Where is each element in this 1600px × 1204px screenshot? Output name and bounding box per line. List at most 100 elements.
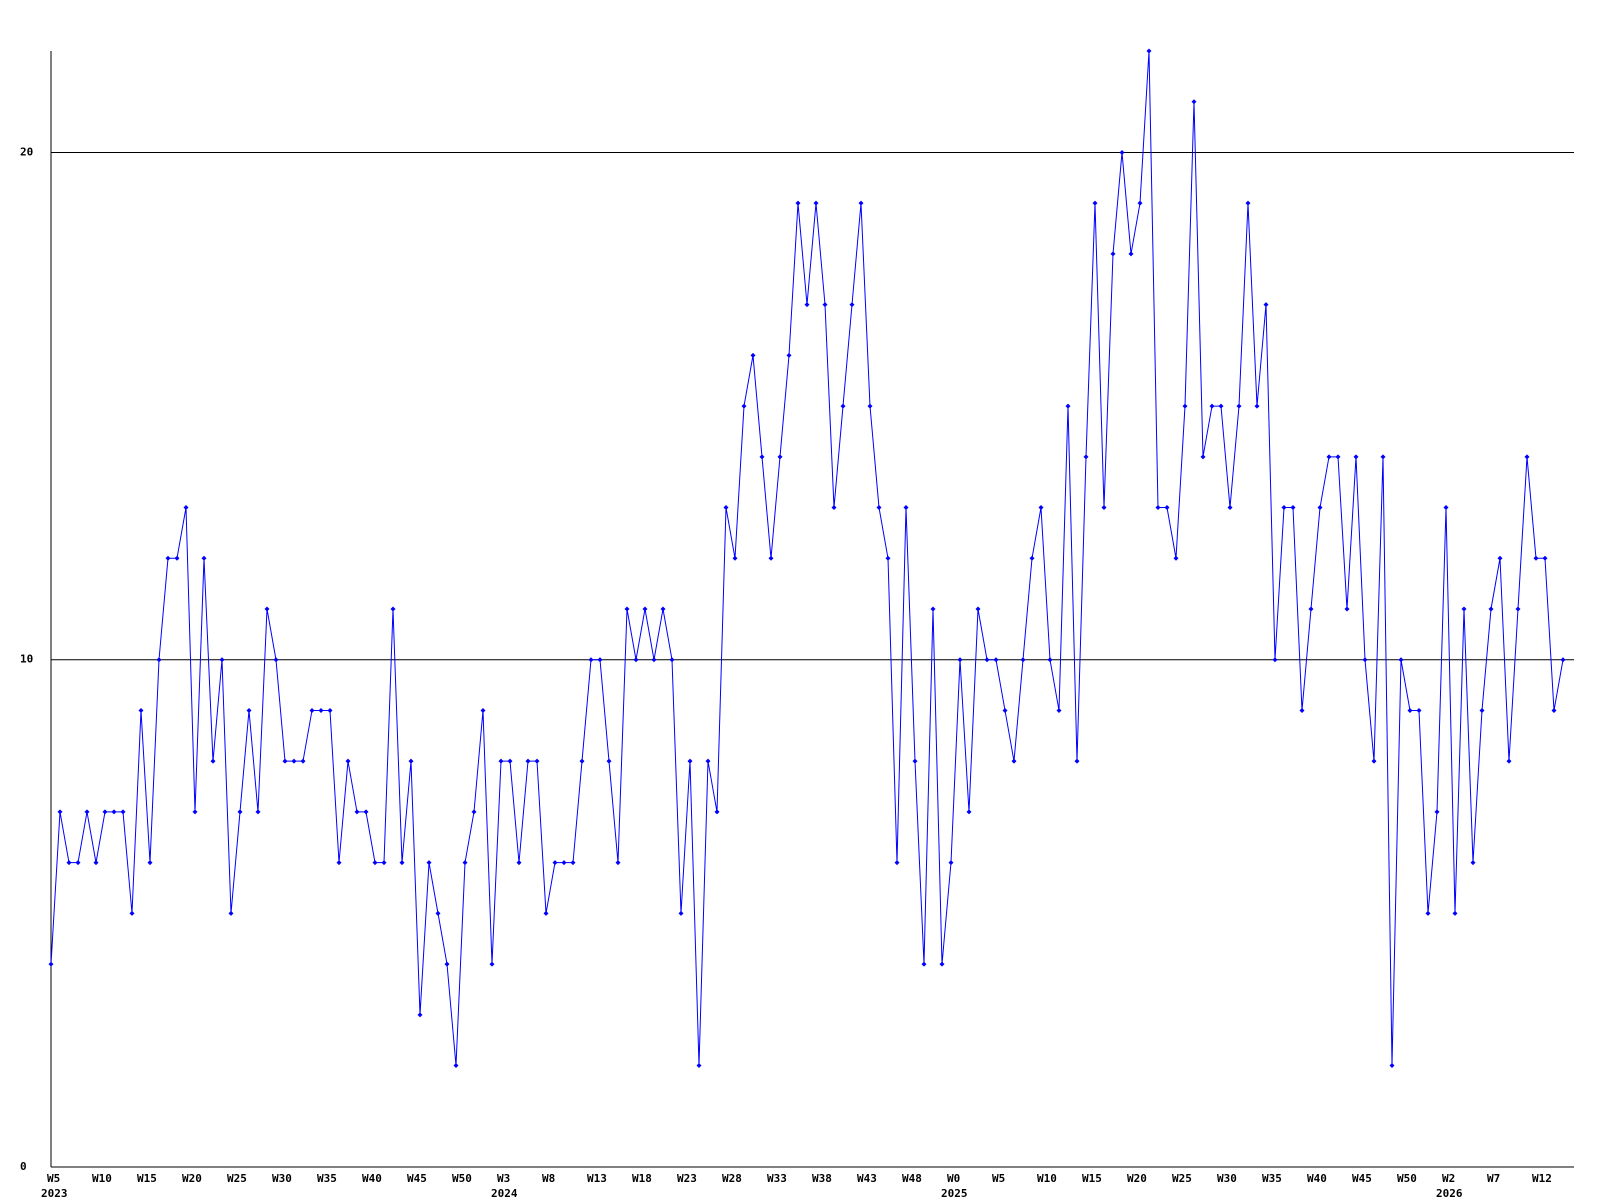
- data-point: [579, 758, 585, 764]
- data-point: [741, 403, 747, 409]
- data-point: [264, 606, 270, 612]
- data-point: [696, 1063, 702, 1069]
- data-point: [453, 1063, 459, 1069]
- data-point: [345, 758, 351, 764]
- data-point: [1056, 707, 1062, 713]
- data-point: [480, 707, 486, 713]
- data-point: [363, 809, 369, 815]
- data-point: [219, 657, 225, 663]
- data-point: [660, 606, 666, 612]
- x-tick-label: W15: [1082, 1172, 1102, 1185]
- data-point: [1362, 657, 1368, 663]
- data-point: [561, 860, 567, 866]
- x-year-label: 2024: [491, 1187, 518, 1200]
- data-point: [849, 302, 855, 308]
- data-point: [1065, 403, 1071, 409]
- x-year-label: 2023: [41, 1187, 68, 1200]
- data-point: [48, 961, 54, 967]
- data-point: [408, 758, 414, 764]
- x-tick-label: W38: [812, 1172, 832, 1185]
- data-point: [1353, 454, 1359, 460]
- data-point: [1434, 809, 1440, 815]
- x-tick-label: W10: [1037, 1172, 1057, 1185]
- data-point: [156, 657, 162, 663]
- data-point: [282, 758, 288, 764]
- data-point: [372, 860, 378, 866]
- data-point: [462, 860, 468, 866]
- data-point: [444, 961, 450, 967]
- x-tick-label: W45: [1352, 1172, 1372, 1185]
- series-line: [50, 50, 1564, 1066]
- data-point: [1155, 505, 1161, 511]
- data-point: [1254, 403, 1260, 409]
- data-point: [921, 961, 927, 967]
- data-point: [1461, 606, 1467, 612]
- data-point: [714, 809, 720, 815]
- data-point: [183, 505, 189, 511]
- x-tick-label: W3: [497, 1172, 510, 1185]
- data-point: [1137, 200, 1143, 206]
- data-point: [1488, 606, 1494, 612]
- x-tick-label: W50: [1397, 1172, 1417, 1185]
- data-point: [1398, 657, 1404, 663]
- data-point: [1470, 860, 1476, 866]
- y-tick-label: 20: [20, 145, 33, 158]
- data-point: [876, 505, 882, 511]
- data-point: [1236, 403, 1242, 409]
- data-point: [291, 758, 297, 764]
- data-point: [471, 809, 477, 815]
- data-point: [813, 200, 819, 206]
- x-tick-label: W20: [1127, 1172, 1147, 1185]
- data-point: [687, 758, 693, 764]
- data-point: [1443, 505, 1449, 511]
- x-tick-label: W35: [1262, 1172, 1282, 1185]
- data-point: [174, 555, 180, 561]
- data-point: [1452, 910, 1458, 916]
- data-point: [417, 1012, 423, 1018]
- data-point: [1299, 707, 1305, 713]
- data-point: [1182, 403, 1188, 409]
- data-point: [1146, 48, 1152, 54]
- data-point: [948, 860, 954, 866]
- data-point: [651, 657, 657, 663]
- data-point: [57, 809, 63, 815]
- data-point: [75, 860, 81, 866]
- data-point: [624, 606, 630, 612]
- data-point: [1173, 555, 1179, 561]
- data-point: [129, 910, 135, 916]
- x-tick-label: W0: [947, 1172, 960, 1185]
- data-point: [273, 657, 279, 663]
- data-point: [543, 910, 549, 916]
- x-tick-label: W33: [767, 1172, 787, 1185]
- x-tick-label: W28: [722, 1172, 742, 1185]
- data-point: [750, 352, 756, 358]
- data-point: [237, 809, 243, 815]
- data-point: [732, 555, 738, 561]
- data-point: [354, 809, 360, 815]
- y-tick-label: 10: [20, 653, 33, 666]
- x-tick-label: W40: [1307, 1172, 1327, 1185]
- data-point: [1209, 403, 1215, 409]
- data-point: [633, 657, 639, 663]
- data-point: [606, 758, 612, 764]
- data-point: [102, 809, 108, 815]
- data-point: [885, 555, 891, 561]
- x-tick-label: W18: [632, 1172, 652, 1185]
- x-tick-label: W30: [1217, 1172, 1237, 1185]
- x-tick-label: W8: [542, 1172, 555, 1185]
- data-point: [705, 758, 711, 764]
- data-point: [678, 910, 684, 916]
- data-point: [66, 860, 72, 866]
- data-point: [93, 860, 99, 866]
- data-point: [1128, 251, 1134, 257]
- data-point: [822, 302, 828, 308]
- data-point: [1317, 505, 1323, 511]
- x-tick-label: W30: [272, 1172, 292, 1185]
- data-point: [1002, 707, 1008, 713]
- data-point: [1560, 657, 1566, 663]
- data-point: [336, 860, 342, 866]
- x-year-label: 2025: [941, 1187, 968, 1200]
- data-point: [201, 555, 207, 561]
- data-point: [588, 657, 594, 663]
- x-tick-label: W5: [992, 1172, 1005, 1185]
